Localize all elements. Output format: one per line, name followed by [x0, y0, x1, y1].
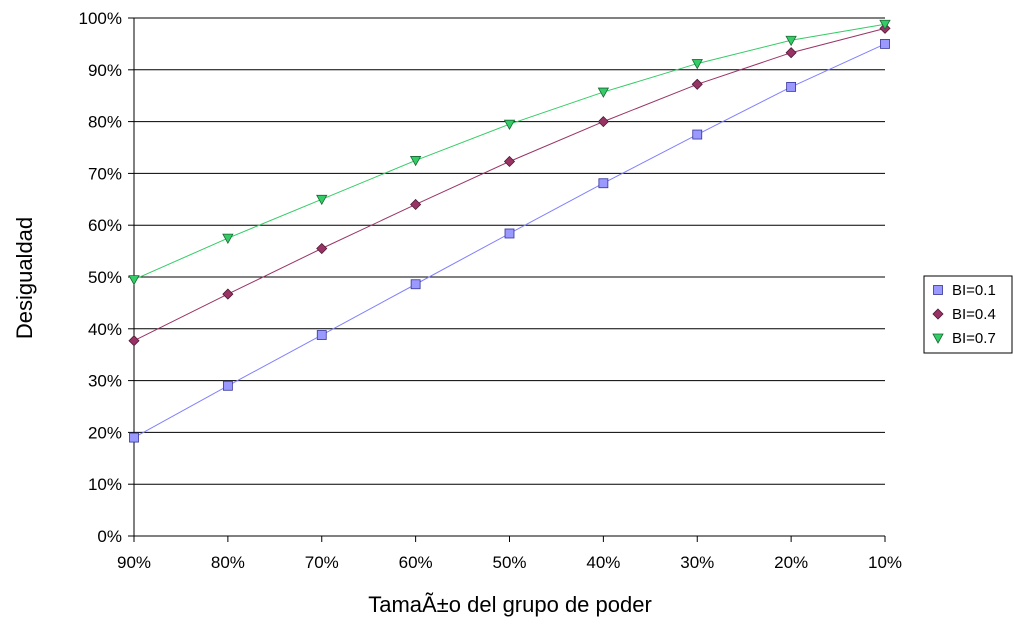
- y-tick-labels: 0% 10% 20% 30% 40% 50% 60% 70% 80% 90% 100%: [79, 9, 122, 546]
- series-BI=0.7: [128, 19, 891, 286]
- y-tick-label: 80%: [88, 113, 122, 132]
- gridlines: [134, 17, 885, 485]
- data-point-diamond: [410, 198, 422, 211]
- series-line: [133, 43, 886, 439]
- y-tick-label: 90%: [88, 61, 122, 80]
- x-tick-labels: 90% 80% 70% 60% 50% 40% 30% 20% 10%: [117, 553, 902, 572]
- x-tick-label: 70%: [305, 553, 339, 572]
- x-tick-label: 20%: [774, 553, 808, 572]
- series-BI=0.1: [129, 39, 890, 443]
- data-point-diamond: [316, 242, 328, 255]
- x-tick-label: 90%: [117, 553, 151, 572]
- legend-label: BI=0.1: [952, 282, 996, 299]
- data-point-triangle: [222, 233, 234, 244]
- data-point-triangle: [932, 333, 944, 344]
- y-tick-label: 100%: [79, 9, 122, 28]
- data-point-triangle: [597, 87, 610, 98]
- data-point-diamond: [691, 78, 703, 90]
- data-point-diamond: [785, 47, 797, 59]
- data-point-triangle: [503, 119, 516, 131]
- data-point-diamond: [503, 155, 516, 168]
- series-line: [133, 27, 886, 342]
- data-point-square: [222, 380, 233, 391]
- data-point-diamond: [932, 308, 944, 320]
- data-point-triangle: [316, 194, 328, 206]
- x-tick-label: 80%: [211, 553, 245, 572]
- series-layer: [128, 19, 891, 443]
- x-tick-label: 10%: [868, 553, 902, 572]
- series-line: [133, 23, 886, 281]
- x-tick-label: 50%: [492, 553, 526, 572]
- data-point-triangle: [879, 19, 891, 31]
- data-point-diamond: [222, 288, 234, 300]
- legend-item: BI=0.7: [932, 330, 996, 347]
- y-tick-label: 20%: [88, 423, 122, 442]
- x-tick-label: 60%: [399, 553, 433, 572]
- data-point-triangle: [409, 156, 422, 167]
- legend-item: BI=0.1: [933, 282, 996, 299]
- y-tick-label: 70%: [88, 164, 122, 183]
- x-tick-label: 40%: [586, 553, 620, 572]
- data-point-square: [786, 81, 797, 92]
- legend-item: BI=0.4: [932, 306, 996, 323]
- data-point-diamond: [128, 335, 140, 347]
- legend: BI=0.1 BI=0.4 BI=0.7: [923, 275, 1013, 354]
- y-tick-label: 50%: [88, 268, 122, 287]
- data-point-square: [504, 228, 515, 239]
- y-tick-label: 40%: [88, 320, 122, 339]
- data-point-square: [933, 285, 943, 295]
- data-point-diamond: [597, 116, 609, 128]
- x-axis-title: TamaÃ±o del grupo de poder: [368, 592, 652, 617]
- y-axis-title: Desigualdad: [12, 217, 37, 339]
- y-tick-label: 10%: [88, 475, 122, 494]
- data-point-triangle: [785, 35, 797, 47]
- y-tick-label: 30%: [88, 372, 122, 391]
- legend-label: BI=0.7: [952, 330, 996, 347]
- data-point-square: [316, 330, 327, 340]
- data-point-triangle: [128, 275, 140, 286]
- y-tick-label: 60%: [88, 216, 122, 235]
- data-point-square: [410, 279, 421, 290]
- data-point-square: [129, 432, 139, 443]
- y-tick-label: 0%: [97, 527, 122, 546]
- x-tick-label: 30%: [680, 553, 714, 572]
- series-BI=0.4: [128, 22, 891, 347]
- data-point-triangle: [691, 59, 703, 70]
- data-point-square: [880, 39, 890, 49]
- legend-label: BI=0.4: [952, 306, 996, 323]
- data-point-square: [692, 129, 703, 140]
- data-point-square: [598, 178, 609, 189]
